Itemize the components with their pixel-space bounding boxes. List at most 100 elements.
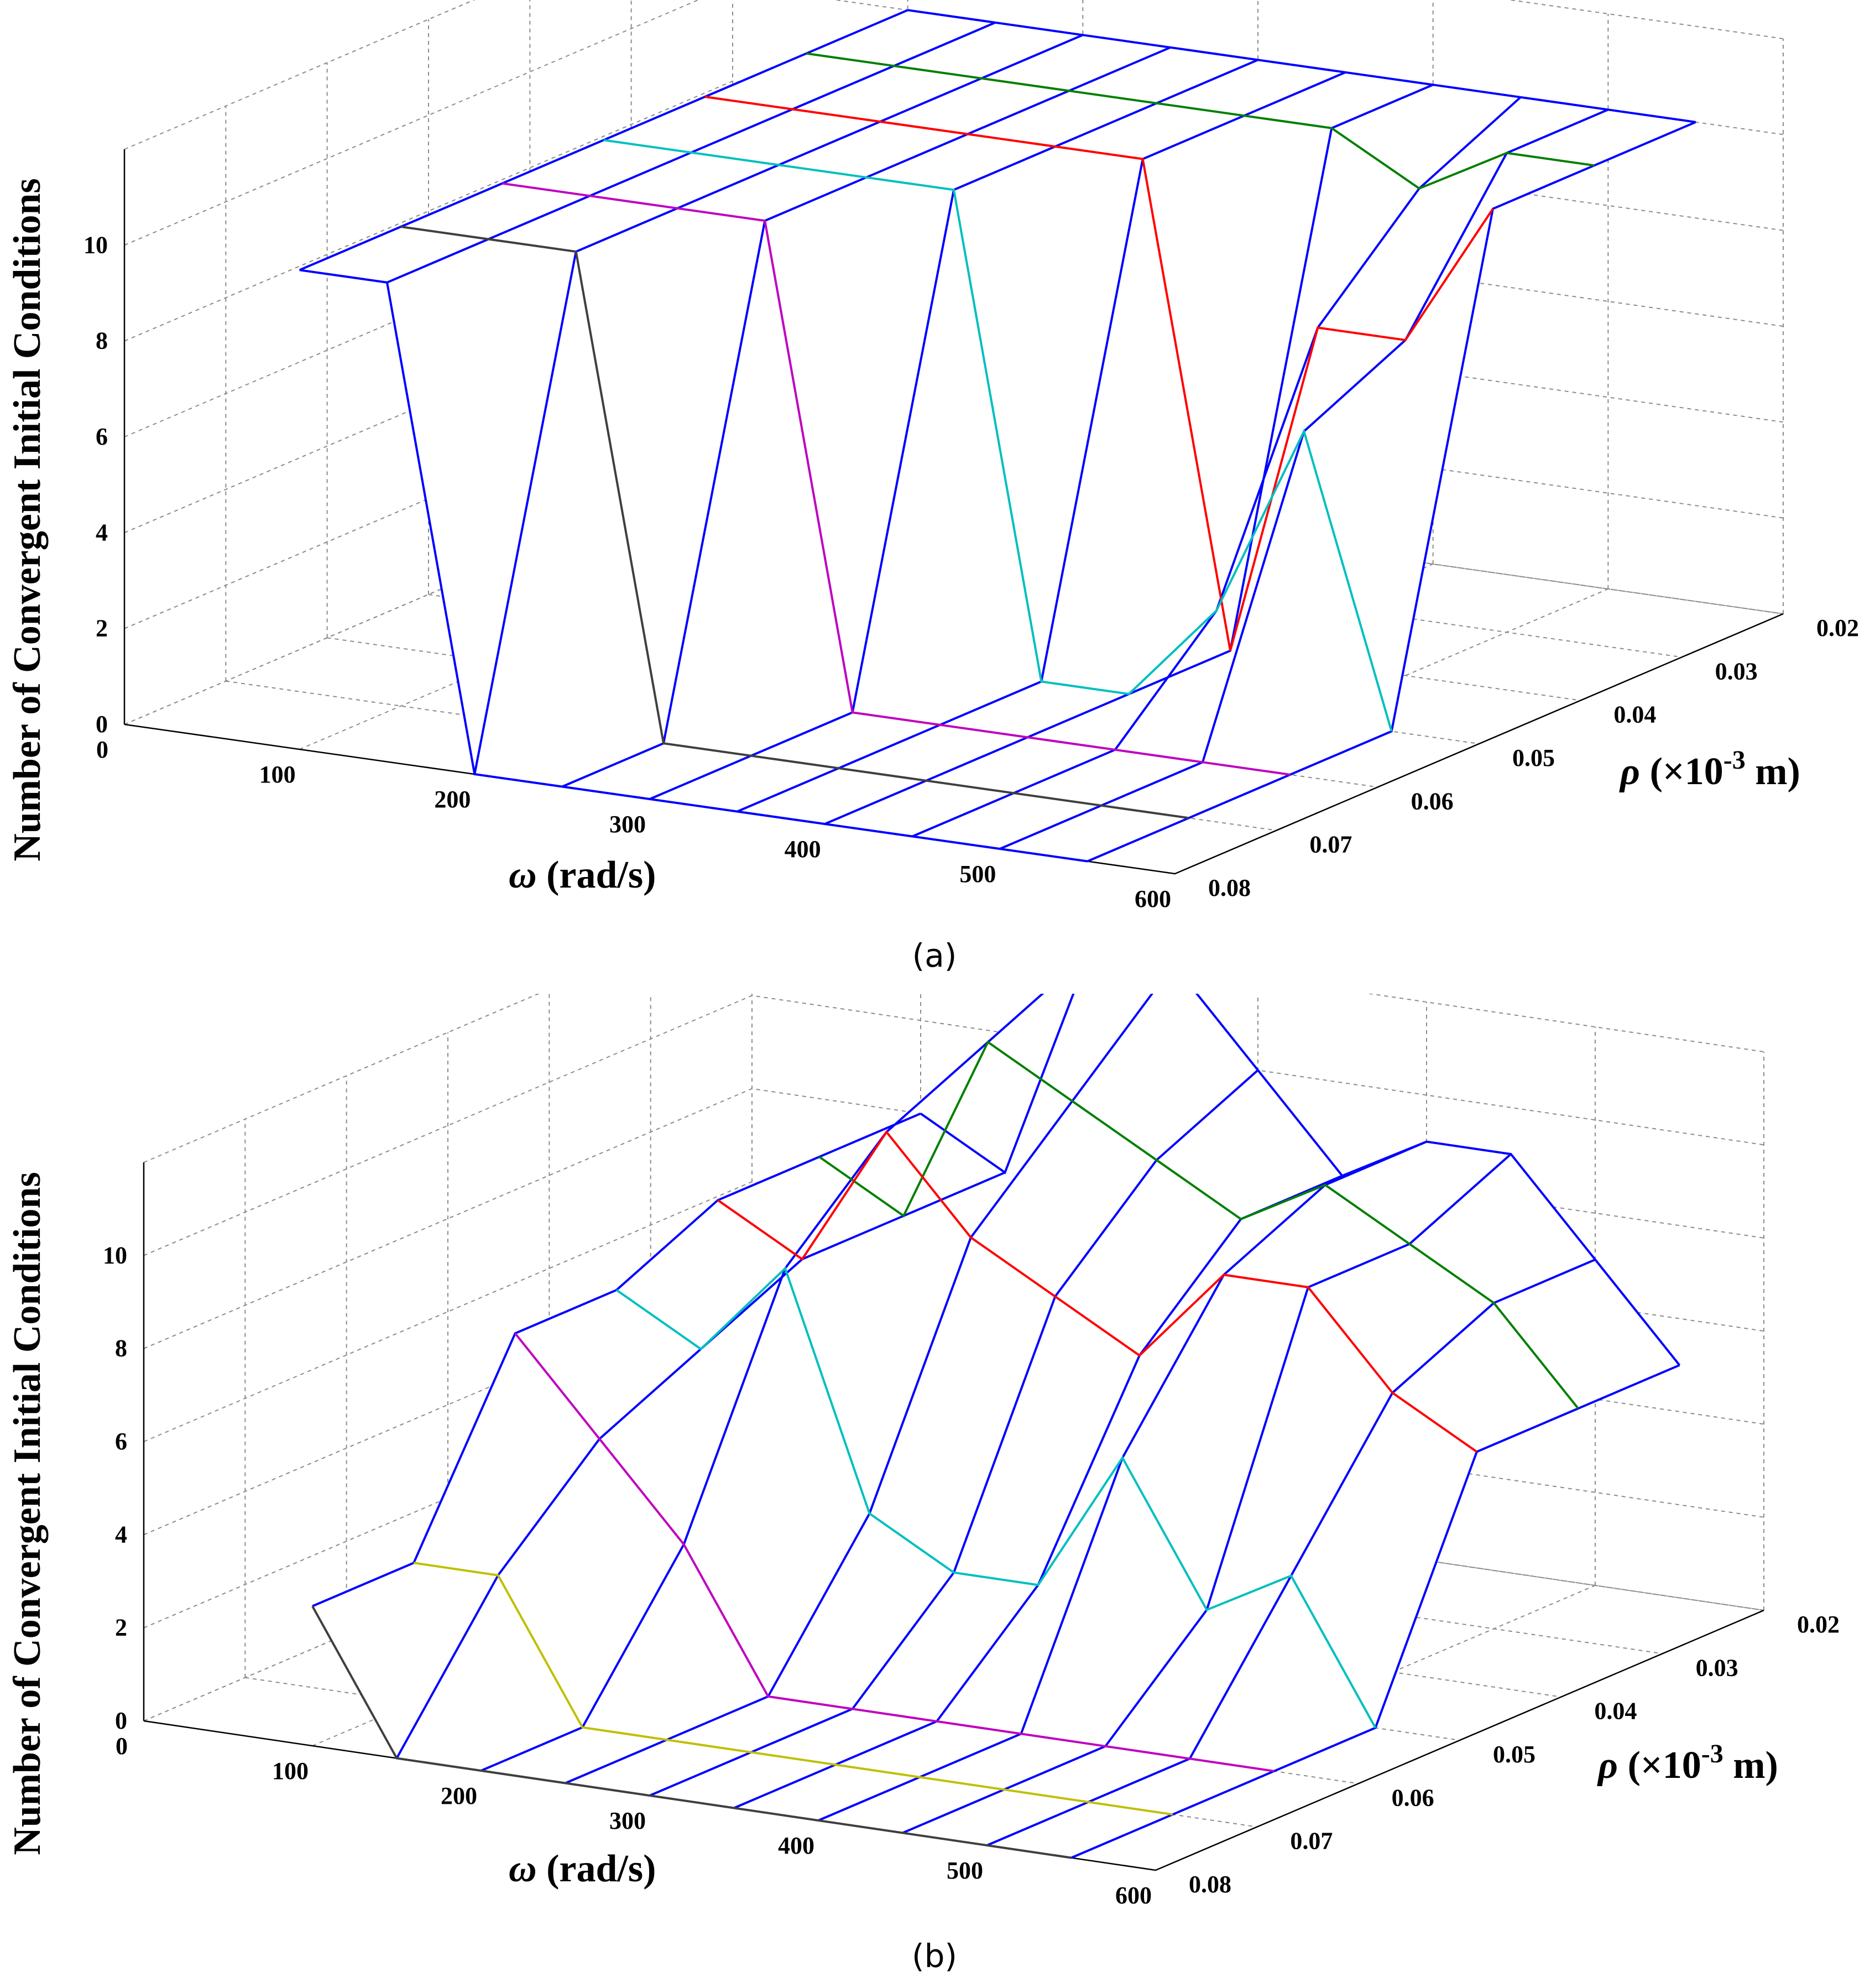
surface-face-5-0 (1244, 72, 1433, 128)
surface-face-2-3 (683, 1268, 870, 1697)
surface-face-2-1 (880, 78, 1069, 134)
surface-face-3-3 (765, 177, 954, 713)
surface-face-4-5 (650, 755, 839, 812)
y-tick-0.06: 0.06 (1392, 1784, 1434, 1811)
surface-face-0-5 (299, 227, 489, 283)
surface-chart-b: 01002003004005006000.020.030.040.050.060… (6, 994, 1840, 1975)
surface-face-7-1 (1318, 153, 1507, 340)
surface-face-4-3 (852, 1572, 1038, 1721)
surface-face-6-3 (1027, 611, 1216, 750)
surface-face-3-0 (1069, 47, 1258, 103)
surface-face-6-1 (1224, 1185, 1410, 1287)
x-tick-600: 600 (1135, 885, 1171, 912)
z-tick-0: 0 (115, 1707, 127, 1734)
surface-face-2-5 (481, 1727, 667, 1783)
gridline-top-edge (143, 994, 1764, 1163)
surface-face-8-1 (1405, 153, 1595, 340)
y-axis-unit-post-b: m) (1723, 1744, 1778, 1787)
surface-face-6-0 (1331, 85, 1521, 189)
surface-face-5-3 (937, 1458, 1122, 1734)
surface-face-8-5 (1000, 805, 1189, 862)
surface-face-1-0 (894, 22, 1083, 79)
surface-face-0-3 (502, 140, 691, 196)
z-tick-4: 4 (96, 519, 108, 546)
y-tick-0.05: 0.05 (1512, 744, 1555, 771)
surface-face-7-3 (1115, 431, 1304, 763)
z-tick-0: 0 (96, 711, 108, 738)
surface-face-2-2 (785, 1132, 971, 1514)
y-tick-0.02: 0.02 (1797, 1611, 1840, 1638)
surface-face-0-2 (617, 1200, 802, 1349)
z-tick-10: 10 (103, 1241, 127, 1269)
y-axis-unit-pre-b: (×10 (1618, 1744, 1701, 1787)
y-axis-symbol-a: ρ (1619, 750, 1640, 793)
z-tick-8: 8 (96, 327, 108, 354)
mesh-line-rho-0.04 (717, 1130, 1477, 1453)
z-tick-6: 6 (115, 1428, 127, 1455)
mesh-line-rho-0.02 (907, 9, 1696, 123)
z-tick-4: 4 (115, 1521, 127, 1548)
surface-face-7-4 (1014, 749, 1203, 806)
surface-face-6-5 (818, 1777, 1004, 1833)
x-tick-300: 300 (609, 1807, 646, 1834)
surface-face-6-5 (824, 780, 1014, 837)
surface-face-6-4 (926, 737, 1115, 794)
surface-face-0-5 (312, 1563, 498, 1759)
z-tick-10: 10 (83, 231, 108, 258)
surface-face-3-4 (666, 1696, 853, 1752)
y-tick-0.07: 0.07 (1290, 1828, 1333, 1855)
gridline-z-3 (143, 1181, 1764, 1442)
x-axis-label-b: ω (rad/s) (509, 1848, 656, 1890)
surface-face-2-2 (779, 122, 968, 178)
surface-face-3-5 (565, 1740, 751, 1796)
x-tick-500: 500 (947, 1857, 983, 1884)
surface-face-2-5 (474, 252, 664, 787)
caption-a: (a) (912, 937, 957, 974)
x-tick-200: 200 (441, 1782, 477, 1809)
surface-face-0-0 (806, 10, 995, 66)
surface-face-5-2 (1041, 159, 1230, 694)
mesh-line-rho-0.06 (502, 182, 1291, 776)
surface-face-8-2 (1304, 208, 1493, 732)
surface-face-0-4 (401, 183, 590, 239)
surface-face-7-0 (1409, 1154, 1595, 1303)
surface-face-8-4 (1101, 762, 1291, 818)
surface-face-1-4 (498, 1439, 684, 1728)
mesh-line-rho-0.04 (704, 96, 1494, 651)
surface-face-0-3 (515, 1290, 701, 1439)
mesh-line-rho-0.05 (615, 1266, 1377, 1729)
surface-face-3-0 (1072, 994, 1258, 1160)
surface-face-3-5 (562, 743, 751, 799)
surface-face-4-1 (1055, 103, 1244, 159)
surface-face-6-2 (1122, 1275, 1308, 1610)
mesh-line-rho-0.06 (514, 1332, 1275, 1772)
panel-b: 0 100 200 300 400 500 600 0.02 0.03 0.04 0.05 0.06 0… (0, 994, 1875, 1987)
surface-face-3-2 (866, 134, 1056, 190)
x-tick-400: 400 (778, 1832, 814, 1859)
x-tick-600: 600 (1115, 1882, 1152, 1909)
surface-face-8-4 (1088, 1759, 1275, 1815)
surface-face-6-3 (1021, 1458, 1207, 1746)
surface-face-8-0 (1493, 1259, 1680, 1408)
mesh-line-rho-0.03 (818, 1040, 1579, 1410)
z-tick-2: 2 (115, 1614, 127, 1641)
floor-grid-rho-1 (631, 507, 1682, 658)
surface-face-1-1 (792, 66, 981, 122)
surface-face-7-4 (1004, 1746, 1190, 1802)
mesh-line-rho-0.02 (920, 994, 1681, 1366)
gridline-top-edge (124, 0, 1784, 150)
surface-face-8-3 (1189, 1575, 1376, 1771)
y-axis-label-b: ρ (×10-3 m) (1597, 1739, 1778, 1787)
surface-face-7-5 (902, 1789, 1089, 1845)
surface-face-6-1 (1230, 128, 1419, 651)
surface-face-2-4 (582, 1544, 769, 1740)
floor-grid-rho-2 (530, 550, 1581, 701)
y-axis-exp-a: -3 (1723, 745, 1746, 775)
surface-face-3-3 (768, 1514, 954, 1709)
x-axis-symbol-b: ω (509, 1848, 537, 1890)
surface-face-2-4 (576, 208, 765, 744)
surface-face-2-0 (981, 35, 1171, 91)
y-tick-0.02: 0.02 (1816, 614, 1859, 641)
surface-face-5-4 (835, 1721, 1021, 1777)
surface-face-0-1 (705, 53, 894, 109)
